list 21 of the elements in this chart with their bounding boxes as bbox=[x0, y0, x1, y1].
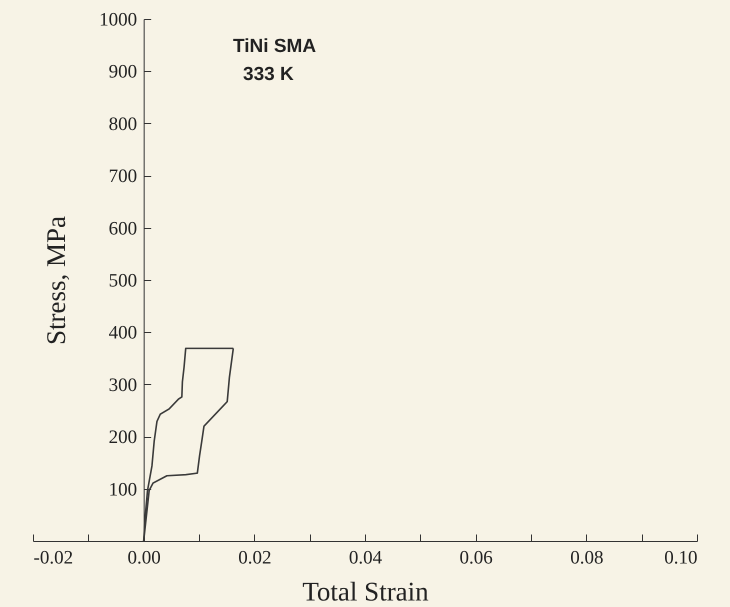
y-tick-label: 700 bbox=[108, 166, 138, 188]
y-tick-label: 600 bbox=[108, 218, 138, 240]
x-tick-label: 0.08 bbox=[570, 548, 604, 568]
y-tick-label: 800 bbox=[108, 114, 138, 135]
y-tick-label: 200 bbox=[108, 427, 138, 448]
x-tick-label: 0.06 bbox=[460, 548, 493, 568]
x-tick-label: 0.04 bbox=[348, 548, 383, 568]
y-tick-label: 900 bbox=[108, 62, 138, 83]
x-tick-label: -0.02 bbox=[34, 548, 74, 568]
y-tick-label: 500 bbox=[108, 270, 138, 292]
x-tick-label: 0.10 bbox=[664, 548, 698, 568]
annotation: 333 K bbox=[243, 64, 294, 85]
x-tick-label: 0.02 bbox=[238, 548, 272, 568]
y-tick-label: 400 bbox=[108, 322, 138, 344]
y-axis-title: Stress, MPa bbox=[41, 216, 72, 346]
y-tick-label: 1000 bbox=[99, 10, 138, 30]
annotation: TiNi SMA bbox=[233, 36, 316, 57]
y-tick-label: 100 bbox=[108, 479, 138, 500]
x-axis-title: Total Strain bbox=[302, 576, 430, 606]
x-tick-label: 0.00 bbox=[128, 548, 161, 568]
y-tick-label: 300 bbox=[108, 374, 138, 396]
